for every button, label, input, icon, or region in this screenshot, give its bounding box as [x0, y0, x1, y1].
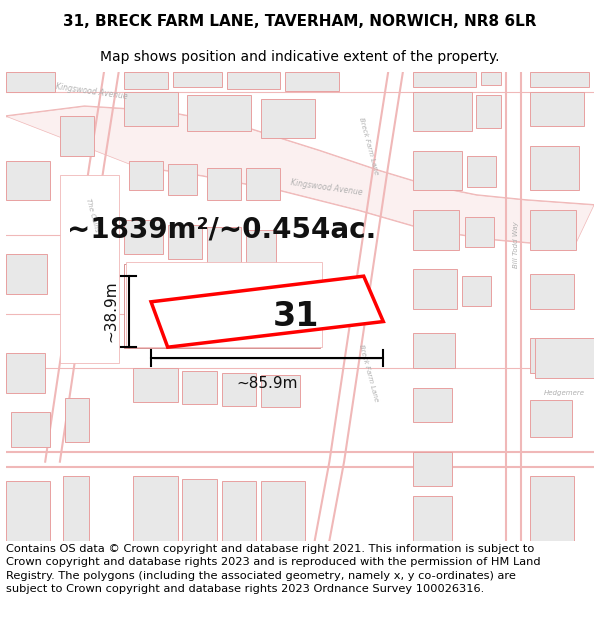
Text: Kingswood Avenue: Kingswood Avenue	[55, 82, 128, 101]
Polygon shape	[6, 481, 50, 541]
Text: Bill Todd Way: Bill Todd Way	[512, 221, 518, 268]
Polygon shape	[413, 151, 462, 190]
Polygon shape	[207, 227, 241, 264]
Polygon shape	[227, 72, 280, 89]
Polygon shape	[182, 371, 217, 404]
Polygon shape	[221, 373, 256, 406]
Text: ~1839m²/~0.454ac.: ~1839m²/~0.454ac.	[67, 216, 376, 244]
Polygon shape	[413, 452, 452, 486]
Polygon shape	[530, 146, 580, 190]
Polygon shape	[63, 186, 92, 225]
Polygon shape	[476, 94, 501, 128]
Polygon shape	[413, 92, 472, 131]
Polygon shape	[413, 496, 452, 541]
Polygon shape	[11, 412, 50, 447]
Polygon shape	[481, 72, 501, 85]
Text: Kingswood Avenue: Kingswood Avenue	[290, 178, 364, 197]
Polygon shape	[413, 388, 452, 422]
Polygon shape	[6, 353, 45, 392]
Text: Contains OS data © Crown copyright and database right 2021. This information is : Contains OS data © Crown copyright and d…	[6, 544, 541, 594]
Polygon shape	[221, 481, 256, 541]
Polygon shape	[413, 72, 476, 87]
Polygon shape	[530, 476, 574, 541]
Polygon shape	[530, 210, 577, 249]
Polygon shape	[6, 106, 594, 246]
Polygon shape	[60, 176, 119, 363]
Polygon shape	[124, 72, 168, 89]
Text: ~85.9m: ~85.9m	[236, 376, 298, 391]
Polygon shape	[530, 72, 589, 87]
Polygon shape	[124, 92, 178, 126]
Polygon shape	[467, 156, 496, 188]
Polygon shape	[6, 161, 50, 200]
Polygon shape	[246, 230, 275, 266]
Text: The Cains: The Cains	[85, 198, 100, 232]
Polygon shape	[261, 375, 300, 408]
Polygon shape	[530, 401, 572, 437]
Polygon shape	[286, 72, 339, 91]
Polygon shape	[182, 479, 217, 541]
Text: Breck Farm Lane: Breck Farm Lane	[358, 116, 379, 175]
Polygon shape	[63, 476, 89, 541]
Polygon shape	[133, 476, 178, 541]
Polygon shape	[462, 276, 491, 306]
Polygon shape	[187, 94, 251, 131]
Polygon shape	[530, 92, 584, 126]
Polygon shape	[124, 264, 320, 348]
Polygon shape	[168, 225, 202, 259]
Polygon shape	[133, 368, 178, 402]
Polygon shape	[124, 220, 163, 254]
Polygon shape	[413, 333, 455, 368]
Polygon shape	[65, 398, 89, 442]
Polygon shape	[65, 249, 89, 289]
Polygon shape	[261, 481, 305, 541]
Text: 31: 31	[272, 300, 319, 333]
Polygon shape	[6, 72, 55, 92]
Polygon shape	[464, 217, 494, 246]
Text: Hedgemere: Hedgemere	[544, 389, 585, 396]
Polygon shape	[413, 269, 457, 309]
Polygon shape	[67, 314, 86, 348]
Polygon shape	[151, 276, 383, 348]
Polygon shape	[6, 254, 47, 294]
Polygon shape	[207, 168, 241, 200]
Polygon shape	[261, 99, 315, 138]
Text: ~38.9m: ~38.9m	[104, 281, 119, 342]
Polygon shape	[60, 116, 94, 156]
Polygon shape	[125, 262, 322, 348]
Polygon shape	[413, 210, 459, 249]
Text: 31, BRECK FARM LANE, TAVERHAM, NORWICH, NR8 6LR: 31, BRECK FARM LANE, TAVERHAM, NORWICH, …	[63, 14, 537, 29]
Polygon shape	[246, 168, 280, 200]
Text: Breck Farm Lane: Breck Farm Lane	[358, 344, 379, 402]
Polygon shape	[173, 72, 221, 87]
Text: Map shows position and indicative extent of the property.: Map shows position and indicative extent…	[100, 50, 500, 64]
Polygon shape	[530, 274, 574, 309]
Polygon shape	[168, 164, 197, 195]
Polygon shape	[530, 338, 572, 373]
Polygon shape	[128, 161, 163, 190]
Polygon shape	[535, 338, 594, 377]
